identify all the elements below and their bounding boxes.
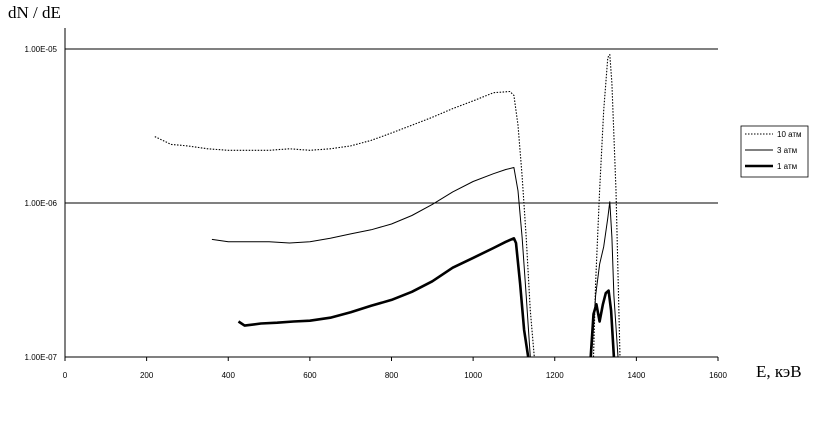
x-tick-label: 0 (63, 371, 68, 380)
grid-lines (65, 48, 718, 204)
x-tick-label: 400 (222, 371, 236, 380)
series-0 (154, 54, 621, 358)
series-line (211, 167, 531, 358)
x-tick-label: 1400 (627, 371, 645, 380)
x-tick-label: 200 (140, 371, 154, 380)
y-axis-title: dN / dE (8, 3, 61, 22)
x-tick-label: 800 (385, 371, 399, 380)
legend: 10 атм 3 атм 1 атм (740, 125, 809, 178)
series-line (154, 90, 535, 358)
series-line (591, 201, 619, 358)
series-2 (237, 237, 616, 358)
x-tick-label: 1600 (709, 371, 727, 380)
x-tick-label: 600 (303, 371, 317, 380)
series-line (589, 289, 616, 358)
y-tick-label: 1.00E-06 (25, 199, 58, 208)
y-tick-labels: 1.00E-07 1.00E-06 1.00E-05 (25, 45, 58, 362)
x-axis-title: E, кэВ (756, 362, 802, 381)
axes (64, 28, 719, 361)
legend-label: 1 атм (777, 162, 797, 171)
legend-box (740, 125, 809, 178)
series-lines (154, 54, 621, 358)
series-line (237, 237, 530, 358)
y-tick-label: 1.00E-07 (25, 353, 58, 362)
x-tick-labels: 0 200 400 600 800 1000 1200 1400 1600 (63, 371, 728, 380)
x-tick-label: 1000 (464, 371, 482, 380)
legend-label: 3 атм (777, 146, 797, 155)
y-tick-label: 1.00E-05 (25, 45, 58, 54)
series-1 (211, 167, 619, 358)
legend-label: 10 атм (777, 130, 802, 139)
x-tick-label: 1200 (546, 371, 564, 380)
